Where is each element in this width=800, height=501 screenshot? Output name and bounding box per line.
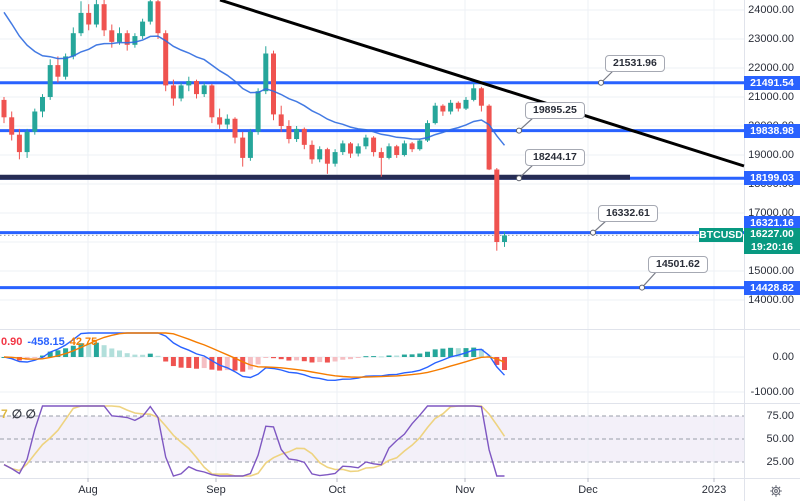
macd-legend-value: -458.15 xyxy=(27,336,65,348)
price-level-badge: 16321.16 xyxy=(744,215,800,230)
y-axis-tick: 23000.00 xyxy=(748,33,794,45)
stoch-legend-value: 7 xyxy=(1,407,8,421)
price-callout[interactable]: 19895.25 xyxy=(525,102,585,119)
y-axis-tick: 25.00 xyxy=(766,456,794,468)
stoch-legend: 7 ∅ ∅ xyxy=(1,407,40,421)
x-axis-label: Nov xyxy=(455,484,475,496)
x-axis-label: Aug xyxy=(78,484,98,496)
price-level-badge: 19838.98 xyxy=(744,123,800,138)
macd-legend: 0.90 -458.15 42.75 xyxy=(1,336,102,348)
y-axis-tick: 21000.00 xyxy=(748,91,794,103)
price-callout[interactable]: 18244.17 xyxy=(525,149,585,166)
current-price-time: 19:20:16 xyxy=(750,241,794,253)
x-axis-label: Oct xyxy=(328,484,346,496)
x-axis-label: Sep xyxy=(206,484,226,496)
macd-legend-value: 0.90 xyxy=(1,336,23,348)
x-axis-label: Dec xyxy=(578,484,598,496)
y-axis-tick: 0.00 xyxy=(772,351,794,363)
y-axis-tick: 14000.00 xyxy=(748,294,794,306)
macd-legend-value: 42.75 xyxy=(69,336,98,348)
price-level-badge: 21491.54 xyxy=(744,75,800,90)
y-axis-tick: 50.00 xyxy=(766,433,794,445)
symbol-badge: BTCUSD xyxy=(699,228,743,242)
y-axis-tick: -1000.00 xyxy=(750,386,794,398)
price-callout[interactable]: 14501.62 xyxy=(648,256,708,273)
y-axis-tick: 15000.00 xyxy=(748,265,794,277)
y-axis-tick: 24000.00 xyxy=(748,4,794,16)
y-axis-tick: 22000.00 xyxy=(748,62,794,74)
price-callout[interactable]: 16332.61 xyxy=(598,205,658,222)
price-level-badge: 14428.82 xyxy=(744,280,800,295)
y-axis-tick: 19000.00 xyxy=(748,149,794,161)
axis-settings-gear-icon[interactable] xyxy=(765,483,787,499)
y-axis-tick: 75.00 xyxy=(766,410,794,422)
price-callout[interactable]: 21531.96 xyxy=(605,55,665,72)
price-level-badge: 18199.03 xyxy=(744,171,800,186)
current-price-badge: 16227.00 19:20:16 xyxy=(744,228,800,254)
x-axis-label: 2023 xyxy=(701,484,727,496)
current-price-value: 16227.00 xyxy=(750,228,794,240)
stoch-legend-value: ∅ ∅ xyxy=(11,407,36,421)
